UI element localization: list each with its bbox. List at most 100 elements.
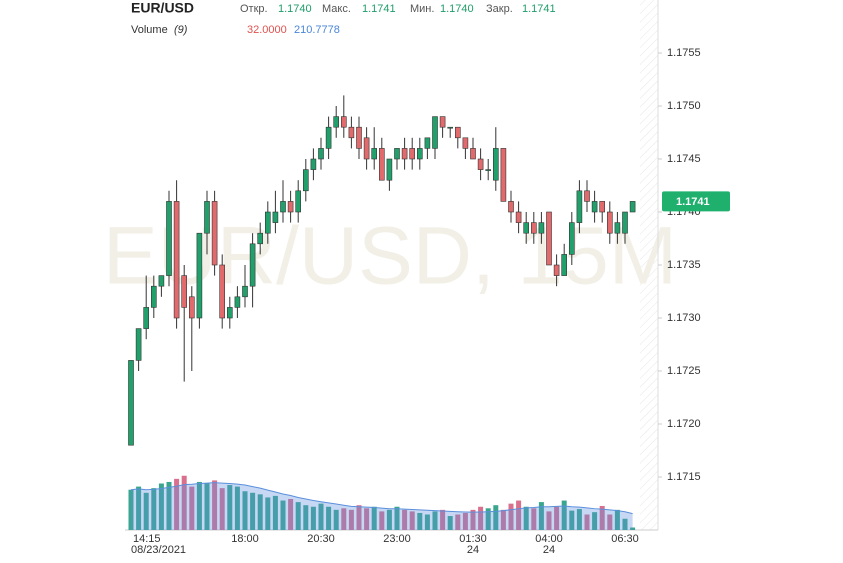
volume-bar [546, 511, 552, 530]
candle-body [249, 243, 256, 287]
candle-body [219, 264, 225, 319]
y-tick-label: 1.1720 [667, 418, 701, 430]
volume-bar [462, 512, 468, 530]
volume-bar [356, 505, 362, 530]
candle-body [280, 201, 286, 213]
candle-body [515, 211, 522, 223]
volume-bar [212, 480, 218, 530]
volume-bar [136, 486, 142, 530]
volume-period: (9) [174, 24, 188, 36]
candle-body [151, 285, 157, 308]
volume-bar [394, 506, 400, 530]
x-tick-label: 18:00 [231, 533, 259, 545]
candle-body [166, 201, 172, 276]
candle-body [356, 126, 362, 149]
volume-bar [447, 516, 453, 530]
volume-bar [500, 509, 506, 530]
volume-bar [204, 483, 210, 530]
candle-body [242, 285, 248, 298]
candle-body [371, 148, 378, 160]
ohlc-label: Закр. [486, 3, 513, 15]
volume-bar [166, 481, 172, 530]
x-tick-label: 14:15 [133, 533, 161, 545]
candle-body [363, 137, 370, 160]
ohlc-value: 1.1741 [522, 3, 556, 15]
candle-body [287, 201, 294, 213]
candle-body [158, 275, 165, 287]
candle-body [424, 137, 431, 149]
candle-body [599, 201, 606, 213]
y-tick-label: 1.1750 [667, 100, 701, 112]
candle-body [234, 296, 241, 308]
ohlc-label: Откр. [240, 3, 268, 15]
ohlc-value: 1.1740 [278, 3, 312, 15]
candle-body [333, 116, 340, 128]
y-tick-label: 1.1730 [667, 312, 701, 324]
candle-body [500, 148, 507, 202]
candle-body [189, 296, 195, 319]
volume-bar [158, 483, 164, 530]
candle-body [302, 169, 309, 192]
candle-body [561, 254, 568, 276]
volume-bar [364, 508, 370, 530]
ohlc-value: 1.1740 [440, 3, 474, 15]
volume-bar [440, 509, 446, 530]
candle-body [211, 201, 218, 266]
candle-body [546, 211, 552, 266]
candle-body [523, 222, 530, 234]
candle-body [454, 126, 461, 139]
candle-body [477, 158, 484, 170]
candle-body [591, 201, 598, 213]
candle-body [227, 307, 233, 319]
candle-body [576, 190, 583, 223]
volume-ma-line [130, 482, 633, 515]
volume-bar [326, 506, 332, 530]
hatch-band [640, 0, 658, 530]
candle-body [553, 264, 560, 276]
volume-bar [280, 500, 286, 530]
volume-bar [508, 503, 514, 530]
x-tick-label: 06:30 [611, 533, 639, 545]
x-date-label: 08/23/2021 [131, 544, 186, 556]
volume-bar [379, 511, 385, 530]
volume-bar [424, 514, 430, 530]
candle-body [485, 169, 492, 171]
candle-body [530, 222, 537, 234]
volume-bar [561, 500, 567, 530]
x-date-label: 24 [543, 544, 555, 556]
volume-bar [272, 495, 278, 530]
candle-body [508, 201, 514, 213]
candle-body [401, 148, 408, 160]
volume-bar [569, 510, 575, 530]
volume-bar [371, 506, 377, 530]
volume-bar [257, 494, 263, 530]
y-tick-label: 1.1735 [667, 259, 701, 271]
y-tick-label: 1.1715 [667, 471, 701, 483]
volume-bar [531, 508, 537, 530]
volume-bar [493, 505, 499, 530]
candle-body [181, 275, 187, 308]
volume-bar [288, 499, 294, 530]
candle-body [325, 126, 332, 149]
volume-bar [516, 500, 522, 530]
candle-body [439, 116, 446, 128]
volume-bar [576, 509, 582, 530]
volume-bar [295, 502, 301, 530]
watermark: EUR/USD, 15M [103, 211, 677, 302]
candle-body [629, 201, 636, 213]
volume-bar [242, 491, 248, 530]
x-tick-label: 01:30 [459, 533, 487, 545]
volume-ma-last: 210.7778 [294, 24, 340, 36]
candle-body [295, 190, 302, 213]
candle-body [196, 232, 203, 319]
volume-bar [409, 511, 415, 530]
candle-body [470, 148, 476, 160]
volume-bar [310, 506, 316, 530]
candle-body [264, 211, 271, 234]
volume-bar [614, 509, 620, 530]
volume-bar [265, 497, 271, 530]
candle-body [257, 232, 264, 245]
volume-bar [622, 518, 628, 530]
volume-bar [196, 481, 202, 530]
